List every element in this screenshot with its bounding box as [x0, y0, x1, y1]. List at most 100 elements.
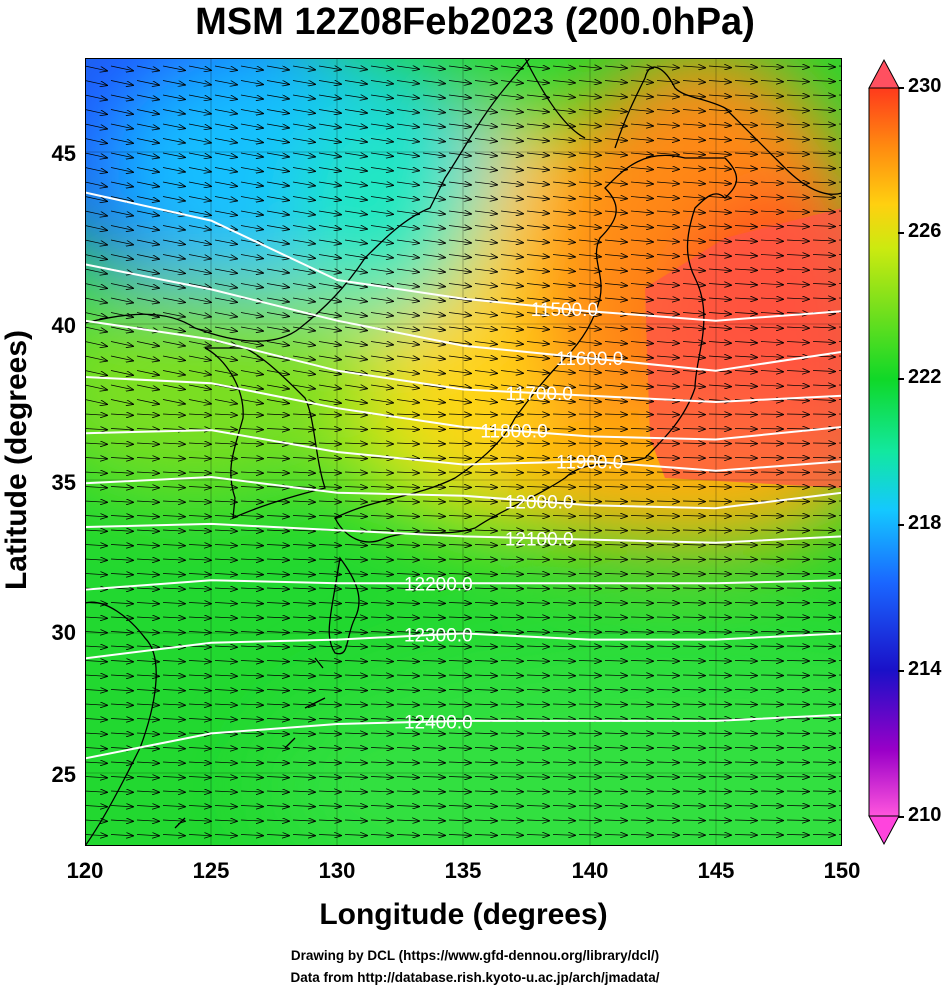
wind-arrow — [578, 255, 601, 257]
wind-arrow — [734, 443, 757, 444]
wind-arrow — [448, 487, 471, 488]
wind-arrow — [240, 384, 263, 389]
wind-arrow — [786, 226, 809, 227]
wind-arrow — [344, 255, 367, 259]
wind-arrow — [812, 835, 835, 836]
wind-arrow — [318, 95, 341, 99]
wind-arrow — [474, 356, 497, 359]
x-tick-label: 140 — [571, 858, 609, 883]
wind-arrow — [552, 168, 575, 170]
wind-arrow — [656, 371, 679, 373]
wind-arrow — [266, 312, 289, 317]
wind-arrow — [344, 110, 367, 114]
wind-arrow — [630, 371, 653, 373]
wind-arrow — [370, 342, 393, 345]
wind-arrow — [708, 226, 731, 228]
colorbar-tick-label: 210 — [908, 804, 942, 826]
wind-arrow — [448, 81, 471, 84]
wind-arrow — [786, 139, 809, 140]
wind-arrow — [162, 370, 185, 375]
wind-arrow — [708, 429, 731, 430]
wind-arrow — [526, 385, 549, 388]
wind-arrow — [474, 240, 497, 243]
wind-arrow — [162, 429, 185, 430]
wind-arrow — [552, 327, 575, 329]
wind-arrow — [188, 458, 211, 459]
wind-arrow — [396, 168, 419, 171]
wind-arrow — [526, 139, 549, 142]
wind-arrow — [526, 400, 549, 403]
wind-arrow — [292, 443, 315, 444]
wind-arrow — [214, 152, 237, 157]
wind-arrow — [760, 385, 783, 386]
wind-arrow — [708, 66, 731, 68]
wind-arrow — [682, 139, 705, 141]
wind-arrow — [110, 297, 133, 303]
wind-arrow — [500, 284, 523, 287]
wind-arrow — [448, 240, 471, 243]
wind-arrow — [396, 342, 419, 345]
wind-arrow — [552, 429, 575, 430]
wind-arrow — [708, 487, 731, 488]
wind-arrow — [760, 211, 783, 212]
wind-arrow — [812, 110, 835, 111]
wind-arrow — [630, 356, 653, 358]
wind-arrow — [370, 168, 393, 171]
wind-arrow — [110, 414, 133, 415]
wind-arrow — [292, 139, 315, 143]
wind-arrow — [682, 153, 705, 155]
wind-arrow — [526, 458, 549, 459]
wind-arrow — [812, 153, 835, 154]
wind-arrow — [526, 443, 549, 444]
wind-arrow — [474, 269, 497, 272]
wind-arrow — [578, 211, 601, 213]
wind-arrow — [500, 342, 523, 345]
wind-arrow — [630, 284, 653, 286]
wind-arrow — [578, 182, 601, 184]
wind-arrow — [85, 65, 107, 71]
wind-arrow — [578, 385, 601, 387]
wind-arrow — [656, 313, 679, 315]
wind-arrow — [630, 197, 653, 199]
wind-arrow — [682, 313, 705, 315]
wind-arrow — [812, 81, 835, 82]
wind-arrow — [162, 443, 185, 444]
wind-arrow — [656, 124, 679, 126]
wind-arrow — [656, 139, 679, 141]
wind-arrow — [760, 313, 783, 314]
wind-arrow — [318, 472, 341, 473]
wind-arrow — [578, 197, 601, 199]
wind-arrow — [370, 443, 393, 444]
wind-arrow — [578, 269, 601, 271]
wind-arrow — [292, 501, 315, 502]
wind-arrow — [812, 458, 835, 459]
wind-arrow — [85, 210, 107, 216]
wind-arrow — [136, 94, 159, 100]
wind-arrow — [786, 733, 809, 734]
wind-arrow — [474, 153, 497, 156]
wind-arrow — [474, 414, 497, 415]
wind-arrow — [318, 168, 341, 172]
wind-arrow — [760, 139, 783, 140]
wind-arrow — [85, 370, 107, 376]
wind-arrow — [292, 124, 315, 128]
wind-arrow — [786, 835, 809, 836]
wind-arrow — [110, 138, 133, 144]
wind-arrow — [552, 211, 575, 213]
wind-arrow — [474, 66, 497, 69]
wind-arrow — [500, 429, 523, 430]
wind-arrow — [344, 95, 367, 99]
wind-arrow — [266, 210, 289, 215]
wind-arrow — [708, 255, 731, 257]
wind-arrow — [552, 153, 575, 155]
wind-arrow — [110, 65, 133, 71]
wind-arrow — [760, 356, 783, 357]
wind-arrow — [656, 327, 679, 329]
wind-arrow — [110, 370, 133, 376]
wind-arrow — [240, 210, 263, 215]
wind-arrow — [812, 240, 835, 241]
wind-arrow — [656, 429, 679, 430]
wind-arrow — [682, 487, 705, 488]
wind-arrow — [474, 211, 497, 214]
wind-arrow — [682, 414, 705, 415]
